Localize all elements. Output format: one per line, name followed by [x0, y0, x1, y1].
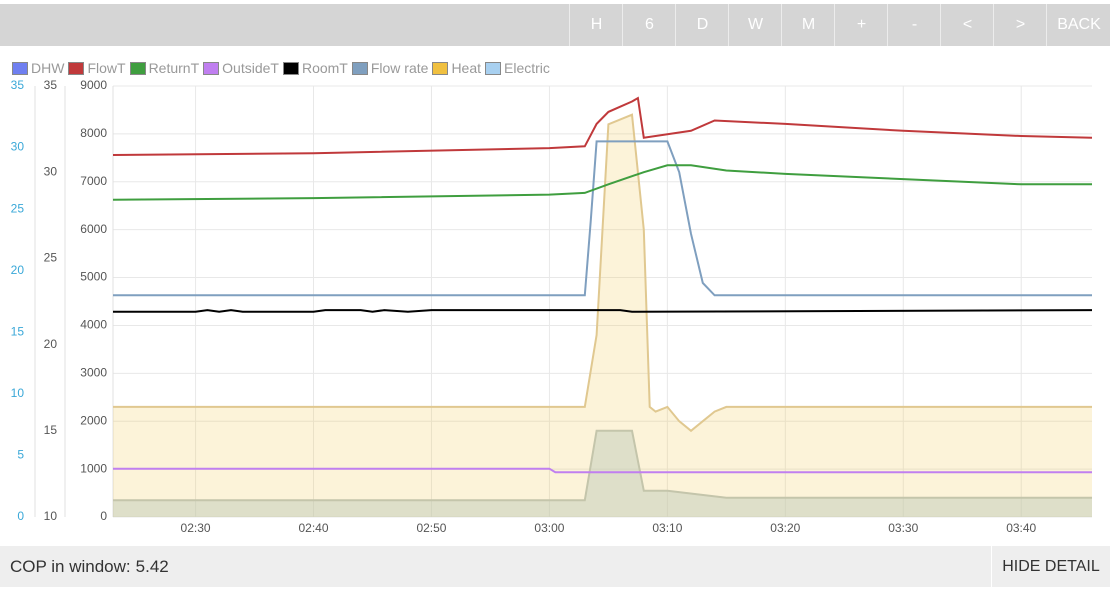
power-tick-label: 7000	[80, 174, 107, 188]
flow-tick-label: 0	[17, 509, 24, 523]
power-tick-label: 3000	[80, 366, 107, 380]
time-tick-label: 03:10	[652, 521, 682, 535]
legend-label: Flow rate	[370, 60, 429, 76]
legend-label: ReturnT	[148, 60, 200, 76]
legend-label: FlowT	[87, 60, 126, 76]
power-tick-label: 0	[100, 509, 107, 523]
legend-item-flowt[interactable]: FlowT	[68, 60, 126, 76]
legend-label: DHW	[31, 60, 65, 76]
legend-item-electric[interactable]: Electric	[485, 60, 550, 76]
time-tick-label: 02:50	[416, 521, 446, 535]
flowt-line	[112, 96, 1093, 156]
toolbar: H 6 D W M + - < > BACK	[0, 4, 1110, 46]
legend-item-roomt[interactable]: RoomT	[282, 60, 348, 76]
power-tick-label: 1000	[80, 461, 107, 475]
roomt-line	[113, 309, 1093, 313]
temp-tick-label: 25	[44, 251, 58, 265]
power-tick-label: 5000	[80, 270, 107, 284]
flow-rate-line	[113, 140, 1092, 297]
heat-area	[113, 114, 1092, 517]
time-tick-label: 03:40	[1006, 521, 1036, 535]
back-button[interactable]: BACK	[1046, 4, 1111, 46]
electric-area	[113, 430, 1092, 517]
temp-tick-label: 15	[44, 423, 58, 437]
legend-swatch	[203, 61, 220, 75]
day-button[interactable]: D	[675, 4, 729, 46]
flow-tick-label: 10	[11, 386, 25, 400]
legend-label: Electric	[504, 60, 550, 76]
temp-tick-label: 20	[44, 337, 58, 351]
legend-swatch	[68, 61, 85, 75]
power-tick-label: 4000	[80, 318, 107, 332]
legend-swatch	[129, 61, 146, 75]
six-hour-button[interactable]: 6	[622, 4, 676, 46]
legend-label: Heat	[451, 60, 482, 76]
cop-summary: COP in window: 5.42	[10, 546, 169, 587]
time-tick-label: 03:00	[534, 521, 564, 535]
flow-tick-label: 25	[11, 201, 25, 215]
time-tick-label: 03:20	[770, 521, 800, 535]
legend-swatch	[485, 61, 502, 75]
legend-item-flow-rate[interactable]: Flow rate	[351, 60, 429, 76]
legend-item-heat[interactable]: Heat	[432, 60, 481, 76]
heat-line	[113, 113, 1092, 433]
hour-button[interactable]: H	[569, 4, 623, 46]
temp-tick-label: 10	[44, 509, 58, 523]
flow-tick-label: 5	[17, 448, 24, 462]
power-tick-label: 6000	[80, 222, 107, 236]
hide-detail-button[interactable]: HIDE DETAIL	[991, 546, 1110, 587]
legend-swatch	[282, 61, 299, 75]
pan-right-button[interactable]: >	[993, 4, 1047, 46]
legend-item-dhw[interactable]: DHW	[12, 60, 64, 76]
chart: 0 1000 2000 3000 4000 5000 6000 7000 8000 9000 10 1…	[11, 78, 1093, 535]
time-tick-label: 02:40	[299, 521, 329, 535]
power-tick-label: 9000	[80, 78, 107, 92]
legend-item-outsidet[interactable]: OutsideT	[203, 60, 279, 76]
electric-line	[113, 429, 1092, 502]
power-tick-label: 2000	[80, 413, 107, 427]
flow-tick-label: 15	[11, 324, 25, 338]
cop-label: COP in window:	[10, 556, 131, 576]
week-button[interactable]: W	[728, 4, 782, 46]
legend-label: OutsideT	[222, 60, 279, 76]
flow-tick-label: 35	[11, 78, 25, 92]
outsidet-line	[113, 467, 1092, 474]
legend-swatch	[12, 61, 28, 75]
legend-label: RoomT	[301, 60, 348, 76]
chart-legend: DHW FlowT ReturnT OutsideT RoomT Flow rate Hea…	[12, 60, 554, 76]
footer-bar: COP in window: 5.42 HIDE DETAIL	[0, 546, 1110, 587]
temp-tick-label: 30	[44, 164, 58, 178]
legend-swatch	[432, 61, 449, 75]
flow-tick-label: 30	[11, 140, 25, 154]
returnt-line	[112, 164, 1092, 201]
zoom-in-button[interactable]: +	[834, 4, 888, 46]
zoom-out-button[interactable]: -	[887, 4, 941, 46]
cop-value: 5.42	[135, 556, 169, 576]
month-button[interactable]: M	[781, 4, 835, 46]
temp-tick-label: 35	[44, 78, 58, 92]
pan-left-button[interactable]: <	[940, 4, 994, 46]
flow-tick-label: 20	[11, 263, 25, 277]
power-tick-label: 8000	[80, 126, 107, 140]
legend-item-returnt[interactable]: ReturnT	[129, 60, 200, 76]
legend-swatch	[351, 61, 368, 75]
time-tick-label: 02:30	[181, 521, 211, 535]
time-tick-label: 03:30	[888, 521, 918, 535]
